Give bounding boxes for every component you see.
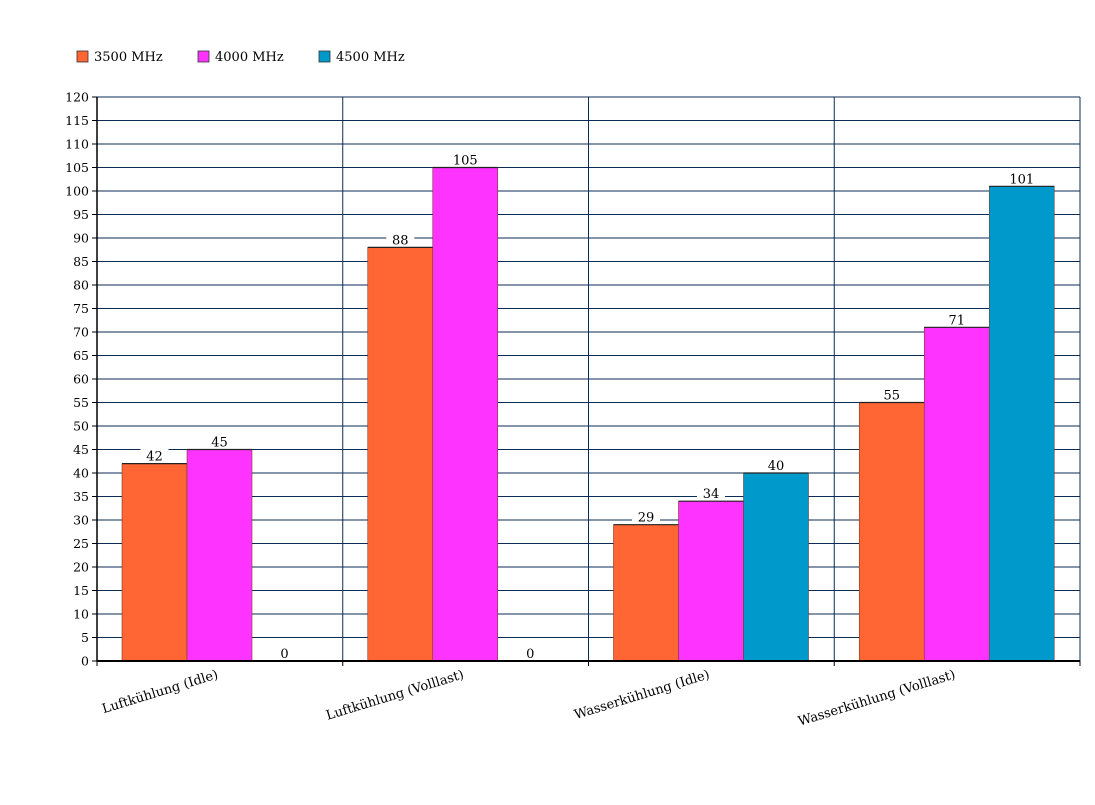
data-label: 88 — [392, 233, 409, 248]
y-tick-label: 95 — [73, 207, 89, 222]
y-tick-label: 20 — [73, 560, 89, 575]
y-tick-label: 5 — [81, 630, 89, 645]
data-label-bg — [942, 312, 971, 327]
y-tick-label: 25 — [73, 536, 89, 551]
data-label-bg — [632, 509, 660, 524]
legend-label-3: 4500 MHz — [336, 50, 405, 65]
y-tick-label: 40 — [73, 466, 89, 481]
legend-label-2: 4000 MHz — [215, 50, 284, 65]
y-tick-label: 80 — [73, 278, 89, 293]
bar — [923, 326, 990, 662]
x-tick-label: Wasserkühlung (Idle) — [573, 667, 712, 722]
data-label: 101 — [1009, 172, 1034, 187]
data-label: 55 — [883, 389, 900, 404]
y-tick-label: 30 — [73, 513, 89, 528]
x-tick-label: Luftkühlung (Idle) — [100, 667, 220, 717]
legend-swatch-3 — [318, 50, 331, 63]
bar — [367, 247, 434, 662]
axes — [92, 96, 1081, 666]
data-label-bg — [1007, 171, 1036, 186]
legend-swatch-1 — [76, 50, 89, 63]
y-tick-label: 70 — [73, 325, 89, 340]
bar — [858, 402, 925, 662]
y-tick-label: 110 — [65, 137, 89, 152]
data-label: 29 — [638, 511, 655, 526]
data-label-bg — [762, 458, 790, 472]
data-label-bg — [140, 448, 169, 463]
bar — [613, 524, 679, 662]
bar — [988, 186, 1055, 662]
y-tick-label: 10 — [73, 607, 89, 622]
data-label: 71 — [948, 313, 965, 328]
data-label-bg — [877, 387, 906, 402]
data-label: 40 — [768, 459, 785, 474]
data-label-bg — [205, 434, 234, 449]
y-tick-label: 120 — [65, 90, 89, 105]
data-label: 34 — [703, 487, 720, 502]
y-tick-label: 0 — [81, 654, 89, 669]
data-label: 45 — [211, 436, 228, 451]
y-tick-label: 65 — [73, 348, 89, 363]
y-tick-label: 100 — [65, 184, 89, 199]
y-tick-label: 35 — [73, 489, 89, 504]
data-label: 0 — [526, 647, 534, 662]
y-tick-label: 75 — [73, 301, 89, 316]
data-label-bg — [386, 232, 415, 247]
y-tick-label: 85 — [73, 254, 89, 269]
data-label: 42 — [146, 450, 163, 465]
y-tick-label: 45 — [73, 442, 89, 457]
data-label-bg — [697, 486, 725, 501]
data-label: 105 — [453, 154, 478, 169]
y-tick-label: 15 — [73, 583, 89, 598]
bar — [186, 449, 253, 662]
bar — [743, 472, 809, 662]
legend: 3500 MHz 4000 MHz 4500 MHz — [76, 50, 405, 65]
x-tick-label: Luftkühlung (Volllast) — [324, 667, 465, 723]
y-tick-label: 60 — [73, 372, 89, 387]
y-tick-label: 105 — [65, 160, 89, 175]
y-tick-label: 55 — [73, 395, 89, 410]
y-tick-label: 115 — [65, 113, 89, 128]
x-tick-label: Wasserkühlung (Volllast) — [797, 667, 958, 729]
y-tick-label: 50 — [73, 419, 89, 434]
bar — [432, 167, 499, 662]
data-label-bg — [451, 152, 480, 167]
bars — [121, 166, 1055, 662]
legend-label-1: 3500 MHz — [94, 50, 163, 65]
data-label: 0 — [280, 647, 288, 662]
y-tick-label: 90 — [73, 231, 89, 246]
grid — [97, 96, 1081, 661]
legend-swatch-2 — [197, 50, 210, 63]
bar — [678, 500, 744, 662]
bar — [121, 463, 188, 662]
